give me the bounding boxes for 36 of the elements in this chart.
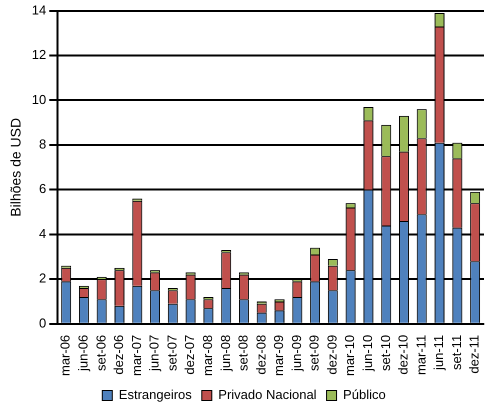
y-tick-label: 0	[39, 315, 46, 330]
x-tick-label: jun-06	[76, 334, 91, 372]
x-tick-label: mar-10	[342, 334, 358, 376]
x-tick-label: set-08	[236, 334, 251, 371]
x-tick-label: mar-09	[271, 334, 286, 376]
x-tick-label: jun-07	[146, 334, 162, 372]
x-tick-label: set-10	[378, 334, 393, 371]
x-tick-label: dez-10	[396, 334, 411, 375]
legend-label: Público	[343, 387, 386, 402]
x-tick-label: dez-11	[466, 334, 482, 374]
x-tick-label: jun-10	[360, 334, 376, 372]
x-tick-label: jun-08	[218, 334, 233, 372]
y-axis-title: Bilhões de USD	[7, 118, 24, 217]
x-tick-label: mar-11	[413, 334, 428, 376]
legend-label: Estrangeiros	[118, 387, 192, 402]
y-tick-label: 2	[39, 270, 46, 286]
x-tick-label: set-09	[306, 334, 322, 371]
x-tick-label: mar-07	[128, 334, 144, 376]
x-tick-label: jun-09	[288, 334, 304, 372]
x-tick-label: dez-09	[324, 334, 340, 375]
x-tick-label: dez-07	[182, 334, 198, 375]
y-tick-label: 12	[32, 47, 46, 62]
x-tick-label: dez-06	[111, 334, 126, 375]
y-tick-label: 8	[39, 136, 46, 152]
x-tick-label: set-11	[448, 334, 464, 370]
x-tick-label: set-06	[93, 334, 108, 371]
y-tick-label: 10	[32, 92, 46, 107]
x-tick-label: mar-06	[58, 334, 73, 376]
x-tick-label: set-07	[164, 334, 180, 371]
y-tick-label: 6	[39, 181, 46, 196]
x-tick-label: mar-08	[200, 334, 215, 376]
x-tick-label: jun-11	[431, 334, 446, 372]
y-tick-label: 4	[39, 226, 46, 241]
legend-label: Privado Nacional	[218, 387, 317, 402]
y-tick-label: 14	[32, 2, 46, 18]
x-tick-label: dez-08	[253, 334, 268, 375]
